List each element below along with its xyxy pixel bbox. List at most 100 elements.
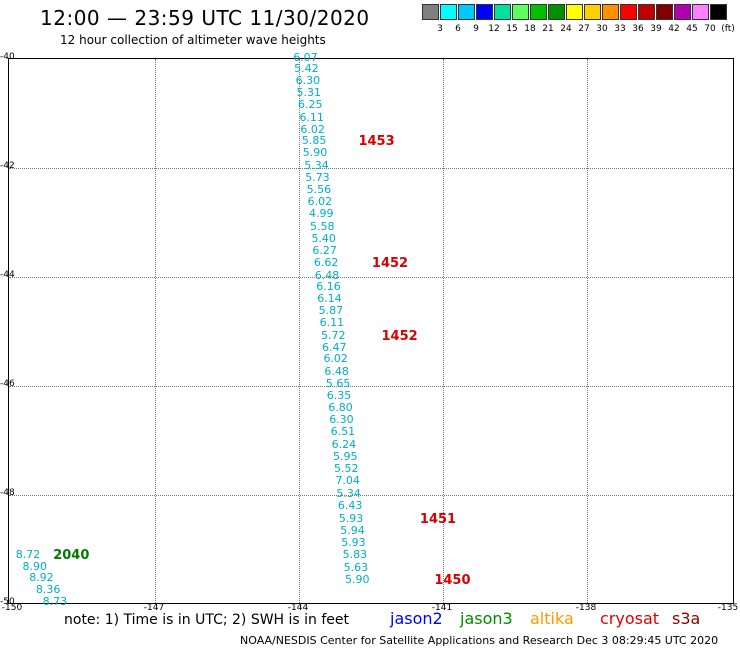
scale-label: 36 xyxy=(632,24,644,34)
wave-height-value: 6.02 xyxy=(307,195,333,209)
longitude-label: -147 xyxy=(143,603,165,613)
wave-height-value: 5.52 xyxy=(334,462,359,476)
scale-swatch xyxy=(440,4,457,20)
longitude-label: -150 xyxy=(1,603,23,613)
wave-height-value: 5.56 xyxy=(306,182,332,196)
pass-time-label: 2040 xyxy=(53,548,90,564)
map-plot-area xyxy=(8,58,734,604)
wave-height-value: 6.48 xyxy=(314,269,340,282)
wave-height-value: 6.62 xyxy=(313,256,339,270)
latitude-label: -50 xyxy=(0,597,15,607)
wave-height-value: 6.11 xyxy=(319,316,345,330)
wave-height-value: 7.04 xyxy=(335,474,360,488)
wave-height-value: 6.07 xyxy=(293,51,318,64)
wave-height-value: 5.94 xyxy=(340,523,365,537)
wave-height-value: 5.93 xyxy=(341,536,366,550)
longitude-gridline xyxy=(443,59,444,603)
wave-height-value: 5.90 xyxy=(302,146,328,160)
scale-swatch xyxy=(458,4,475,20)
latitude-label: -40 xyxy=(0,52,15,62)
page-title: 12:00 — 23:59 UTC 11/30/2020 xyxy=(40,6,370,30)
wave-height-value: 6.47 xyxy=(322,340,347,354)
wave-height-value: 5.58 xyxy=(310,219,335,233)
longitude-label: -138 xyxy=(575,603,597,613)
scale-swatch xyxy=(584,4,601,20)
pass-time-label: 1450 xyxy=(434,572,471,588)
scale-swatch xyxy=(530,4,547,20)
scale-label: 3 xyxy=(437,24,443,34)
wave-height-value: 6.51 xyxy=(330,425,356,439)
latitude-gridline xyxy=(9,168,733,169)
longitude-label: -135 xyxy=(717,603,739,613)
wave-height-value: 5.63 xyxy=(343,560,369,574)
scale-swatch xyxy=(494,4,511,20)
wave-height-value: 6.80 xyxy=(328,400,353,414)
scale-label: 27 xyxy=(578,24,590,34)
scale-swatch xyxy=(476,4,493,20)
scale-swatch xyxy=(422,4,439,20)
scale-swatch xyxy=(638,4,655,20)
wave-height-value: 5.31 xyxy=(296,86,322,100)
scale-label: 24 xyxy=(560,24,572,34)
longitude-gridline xyxy=(155,59,156,603)
wave-height-value: 6.48 xyxy=(324,364,349,378)
scale-swatch xyxy=(512,4,529,20)
wave-height-value: 6.30 xyxy=(329,413,354,427)
scale-label: 33 xyxy=(614,24,626,34)
wave-height-value: 5.95 xyxy=(333,449,358,463)
pass-time-label: 1453 xyxy=(358,134,395,150)
scale-label: 18 xyxy=(524,24,536,34)
wave-height-value: 6.27 xyxy=(312,244,337,258)
note-text: note: 1) Time is in UTC; 2) SWH is in fe… xyxy=(64,612,350,628)
wave-height-value: 6.02 xyxy=(300,122,325,136)
wave-height-value: 6.30 xyxy=(295,74,321,88)
wave-height-value: 5.34 xyxy=(336,487,361,500)
latitude-label: -48 xyxy=(0,488,15,498)
wave-height-value: 8.90 xyxy=(22,560,47,574)
latitude-label: -42 xyxy=(0,161,15,171)
latitude-gridline xyxy=(9,277,733,278)
pass-time-label: 1452 xyxy=(381,328,418,344)
scale-swatch xyxy=(674,4,691,20)
wave-height-value: 5.85 xyxy=(301,134,327,148)
wave-height-value: 5.73 xyxy=(305,170,330,184)
wave-height-value: 5.87 xyxy=(318,304,344,318)
scale-label: 15 xyxy=(506,24,518,34)
latitude-label: -44 xyxy=(0,270,15,280)
wave-height-value: 5.40 xyxy=(311,231,336,245)
pass-time-label: 1452 xyxy=(371,256,409,272)
latitude-label: -46 xyxy=(0,379,15,389)
legend-jason3: jason3 xyxy=(460,609,513,628)
scale-label: 6 xyxy=(455,24,461,34)
wave-height-value: 8.92 xyxy=(29,571,54,585)
scale-label: 21 xyxy=(542,24,554,34)
wave-height-value: 5.72 xyxy=(321,328,346,342)
scale-label: 70 xyxy=(704,24,716,34)
legend-jason2: jason2 xyxy=(390,609,443,628)
longitude-gridline xyxy=(587,59,588,603)
scale-swatch xyxy=(710,4,727,20)
wave-height-value: 6.14 xyxy=(317,292,342,306)
wave-height-value: 6.24 xyxy=(331,437,357,451)
scale-label: 45 xyxy=(686,24,698,34)
longitude-label: -141 xyxy=(431,603,453,613)
scale-swatch xyxy=(692,4,709,20)
legend-altika: altika xyxy=(530,609,574,628)
scale-swatch xyxy=(548,4,565,20)
legend-cryosat: cryosat xyxy=(600,609,660,628)
wave-height-value: 6.11 xyxy=(299,110,324,124)
scale-swatch xyxy=(566,4,583,20)
longitude-gridline xyxy=(299,59,300,603)
wave-height-value: 6.25 xyxy=(298,98,323,112)
pass-time-label: 1451 xyxy=(419,511,457,527)
wave-height-value: 6.43 xyxy=(337,498,363,512)
wave-height-value: 6.16 xyxy=(316,279,341,293)
wave-height-value: 5.90 xyxy=(345,572,370,586)
footer-credit: NOAA/NESDIS Center for Satellite Applica… xyxy=(240,634,719,647)
longitude-label: -144 xyxy=(287,603,309,613)
scale-label: 39 xyxy=(650,24,662,34)
wave-height-value: 6.35 xyxy=(326,388,352,402)
page-subtitle: 12 hour collection of altimeter wave hei… xyxy=(60,33,326,47)
wave-height-value: 5.83 xyxy=(342,548,368,562)
scale-swatch xyxy=(620,4,637,20)
